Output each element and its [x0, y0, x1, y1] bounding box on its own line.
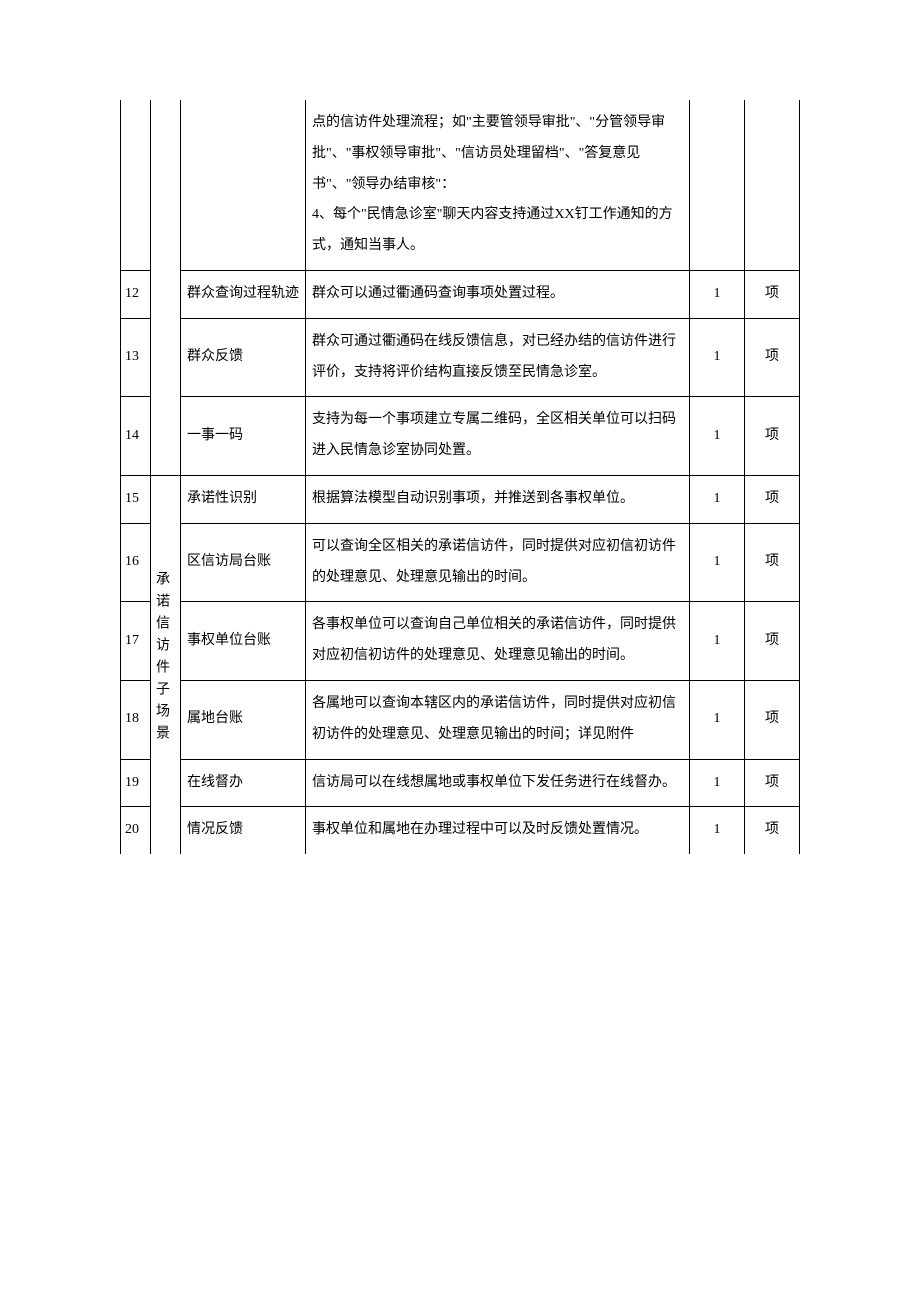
cell-qty: [690, 100, 745, 270]
table-row: 19 在线督办 信访局可以在线想属地或事权单位下发任务进行在线督办。 1 项: [121, 759, 800, 807]
cell-desc: 支持为每一个事项建立专属二维码，全区相关单位可以扫码进入民情急诊室协同处置。: [306, 397, 690, 476]
cell-qty: 1: [690, 318, 745, 397]
cell-desc: 各属地可以查询本辖区内的承诺信访件，同时提供对应初信初访件的处理意见、处理意见输…: [306, 680, 690, 759]
table-row: 14 一事一码 支持为每一个事项建立专属二维码，全区相关单位可以扫码进入民情急诊…: [121, 397, 800, 476]
cell-qty: 1: [690, 270, 745, 318]
cell-name: 群众反馈: [181, 318, 306, 397]
cell-num: 14: [121, 397, 151, 476]
data-table: 点的信访件处理流程；如"主要管领导审批"、"分管领导审批"、"事权领导审批"、"…: [120, 100, 800, 854]
cell-name: 一事一码: [181, 397, 306, 476]
cell-unit: 项: [745, 318, 800, 397]
cell-desc: 信访局可以在线想属地或事权单位下发任务进行在线督办。: [306, 759, 690, 807]
cell-num: 19: [121, 759, 151, 807]
cell-name: 群众查询过程轨迹: [181, 270, 306, 318]
table-row: 点的信访件处理流程；如"主要管领导审批"、"分管领导审批"、"事权领导审批"、"…: [121, 100, 800, 270]
cell-unit: 项: [745, 759, 800, 807]
cell-desc: 根据算法模型自动识别事项，并推送到各事权单位。: [306, 475, 690, 523]
cell-qty: 1: [690, 602, 745, 681]
cell-name: 在线督办: [181, 759, 306, 807]
table-row: 16 区信访局台账 可以查询全区相关的承诺信访件，同时提供对应初信初访件的处理意…: [121, 523, 800, 602]
cell-name: 情况反馈: [181, 807, 306, 854]
cell-unit: 项: [745, 602, 800, 681]
table-row: 12 群众查询过程轨迹 群众可以通过衢通码查询事项处置过程。 1 项: [121, 270, 800, 318]
table-row: 20 情况反馈 事权单位和属地在办理过程中可以及时反馈处置情况。 1 项: [121, 807, 800, 854]
cell-unit: 项: [745, 397, 800, 476]
cell-num: 13: [121, 318, 151, 397]
table-row: 13 群众反馈 群众可通过衢通码在线反馈信息，对已经办结的信访件进行评价，支持将…: [121, 318, 800, 397]
cell-unit: 项: [745, 475, 800, 523]
cell-qty: 1: [690, 680, 745, 759]
cell-qty: 1: [690, 807, 745, 854]
cell-desc: 事权单位和属地在办理过程中可以及时反馈处置情况。: [306, 807, 690, 854]
cell-num: [121, 100, 151, 270]
table-row: 18 属地台账 各属地可以查询本辖区内的承诺信访件，同时提供对应初信初访件的处理…: [121, 680, 800, 759]
cell-unit: 项: [745, 807, 800, 854]
table-row: 15 承诺信访件子场景 承诺性识别 根据算法模型自动识别事项，并推送到各事权单位…: [121, 475, 800, 523]
cell-unit: 项: [745, 680, 800, 759]
cell-num: 15: [121, 475, 151, 523]
cell-desc: 点的信访件处理流程；如"主要管领导审批"、"分管领导审批"、"事权领导审批"、"…: [306, 100, 690, 270]
cell-desc: 群众可以通过衢通码查询事项处置过程。: [306, 270, 690, 318]
cell-name: 属地台账: [181, 680, 306, 759]
cell-name: 区信访局台账: [181, 523, 306, 602]
cell-desc: 群众可通过衢通码在线反馈信息，对已经办结的信访件进行评价，支持将评价结构直接反馈…: [306, 318, 690, 397]
table-row: 17 事权单位台账 各事权单位可以查询自己单位相关的承诺信访件，同时提供对应初信…: [121, 602, 800, 681]
cell-name: 事权单位台账: [181, 602, 306, 681]
cell-name: 承诺性识别: [181, 475, 306, 523]
cell-qty: 1: [690, 759, 745, 807]
cell-desc: 可以查询全区相关的承诺信访件，同时提供对应初信初访件的处理意见、处理意见输出的时…: [306, 523, 690, 602]
cell-num: 20: [121, 807, 151, 854]
cell-qty: 1: [690, 397, 745, 476]
cell-unit: 项: [745, 270, 800, 318]
cell-unit: [745, 100, 800, 270]
cell-name: [181, 100, 306, 270]
cell-category: [151, 100, 181, 475]
cell-num: 12: [121, 270, 151, 318]
cell-desc: 各事权单位可以查询自己单位相关的承诺信访件，同时提供对应初信初访件的处理意见、处…: [306, 602, 690, 681]
cell-qty: 1: [690, 475, 745, 523]
cell-unit: 项: [745, 523, 800, 602]
cell-category: 承诺信访件子场景: [151, 475, 181, 854]
cell-qty: 1: [690, 523, 745, 602]
